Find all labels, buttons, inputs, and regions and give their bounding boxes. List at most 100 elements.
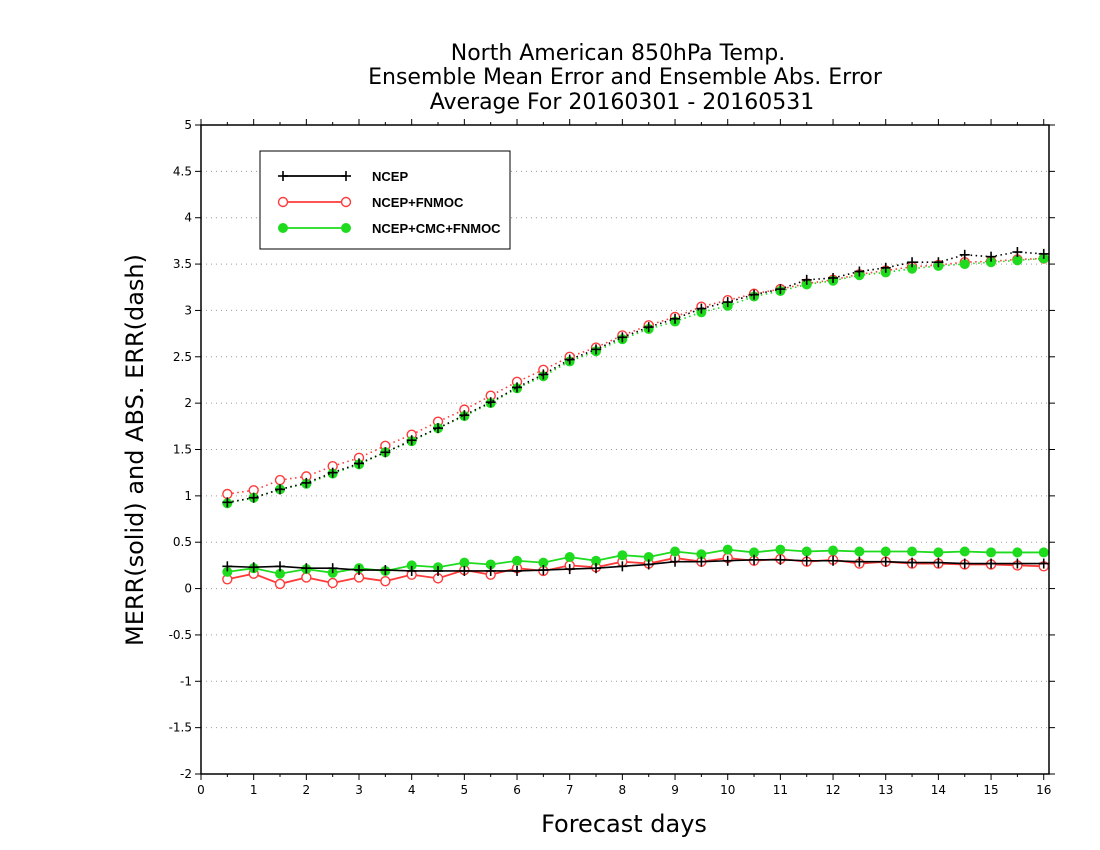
mean-error-point [801,546,812,557]
abs-error-line [227,257,1044,505]
x-tick-label: 10 [720,783,735,797]
gridlines [201,170,1049,729]
mean-error-point [801,555,812,566]
y-tick-label: 1.5 [173,443,192,457]
x-tick-label: 0 [197,783,205,797]
abs-error-point [1012,255,1023,266]
mean-error-point [274,578,286,590]
legend-label: NCEP [372,169,408,184]
y-tick-label: -0.5 [169,628,192,642]
mean-error-point [538,565,549,576]
mean-error-point [696,549,707,560]
legend-label: NCEP+CMC+FNMOC [372,221,501,236]
y-tick-label: 4.5 [173,164,192,178]
abs-error-line [227,251,1044,504]
mean-error-point [933,557,944,568]
abs-error-point [801,274,812,285]
mean-error-point [617,550,628,561]
abs-error-point [749,289,760,300]
mean-error-line [227,559,1044,572]
y-tick-label: 3 [184,303,192,317]
y-axis-label: MERR(solid) and ABS. ERR(dash) [121,254,149,646]
x-tick-label: 2 [303,783,311,797]
chart-title-line-2: Ensemble Mean Error and Ensemble Abs. Er… [368,65,883,90]
x-tick-label: 16 [1036,783,1051,797]
mean-error-point [775,544,786,555]
mean-error-point [275,568,286,579]
mean-error-point [643,552,654,563]
mean-error-point [959,558,970,569]
legend-item: NCEP+CMC+FNMOC [278,221,501,236]
mean-error-point [828,545,839,556]
mean-error-point [564,564,575,575]
abs-error-point [670,313,681,324]
chart-title: North American 850hPa Temp. Ensemble Mea… [368,41,883,115]
mean-error-point [907,557,918,568]
mean-error-point [301,563,312,574]
abs-error-point [854,266,865,277]
x-tick-label: 4 [408,783,416,797]
mean-error-point [854,546,865,557]
abs-error-point [327,467,338,478]
mean-error-point [1012,558,1023,569]
abs-error-point [933,257,944,268]
abs-error-point [275,484,286,495]
abs-error-point [1038,248,1049,259]
mean-error-point [828,555,839,566]
abs-error-point [696,303,707,314]
abs-error-point [564,354,575,365]
mean-error-point [986,547,997,558]
x-tick-label: 14 [931,783,946,797]
legend-marker-start [277,196,289,208]
legend: NCEP NCEP+FNMOC NCEP+CMC+FNMOC [259,150,511,250]
y-tick-label: -1.5 [169,721,192,735]
legend-marker-end [341,171,351,181]
x-tick-label: 7 [566,783,574,797]
abs-error-point [959,249,970,260]
abs-error-point [828,272,839,283]
legend-items: NCEP NCEP+FNMOC NCEP+CMC+FNMOC [277,169,501,236]
legend-item: NCEP [278,169,408,184]
mean-error-point [275,561,286,572]
mean-error-point [354,565,365,576]
abs-error-point [880,262,891,273]
axes: -2-1.5-1-0.500.511.522.533.544.550 1 2 3 4 5 6… [169,118,1055,797]
abs-error-point [354,458,365,469]
mean-error-point [670,556,681,567]
abs-error-point [274,474,286,486]
mean-error-point [301,572,312,583]
x-tick-label: 11 [773,783,788,797]
series-ncep-fnmoc [222,253,1049,590]
mean-error-point [512,565,523,576]
legend-marker-end [341,223,351,233]
series-ncep [222,247,1049,576]
abs-error-point [301,477,312,488]
mean-error-point [327,563,338,574]
x-tick-label: 6 [513,783,521,797]
series-ncep-cmc-fnmoc [222,253,1049,579]
y-tick-label: 5 [184,118,192,132]
mean-error-point [617,561,628,572]
mean-error-point [696,556,707,567]
abs-error-point [907,257,918,268]
y-tick-label: 4 [184,211,192,225]
abs-error-point [591,344,602,355]
mean-error-point [406,565,417,576]
mean-error-point [485,559,496,570]
abs-error-point [959,259,970,270]
mean-error-point [564,552,575,563]
mean-error-point [959,546,970,557]
mean-error-point [327,577,338,589]
abs-error-point [1012,247,1023,258]
mean-error-point [854,556,865,567]
mean-error-point [459,565,470,576]
y-tick-label: 2.5 [173,350,192,364]
chart-title-line-3: Average For 20160301 - 20160531 [430,90,815,115]
mean-error-point [485,565,496,576]
abs-error-point [406,435,417,446]
abs-error-point [485,397,496,408]
abs-error-point [643,322,654,333]
mean-error-point [1038,558,1049,569]
x-tick-label: 5 [461,783,469,797]
mean-error-point [1012,547,1023,558]
